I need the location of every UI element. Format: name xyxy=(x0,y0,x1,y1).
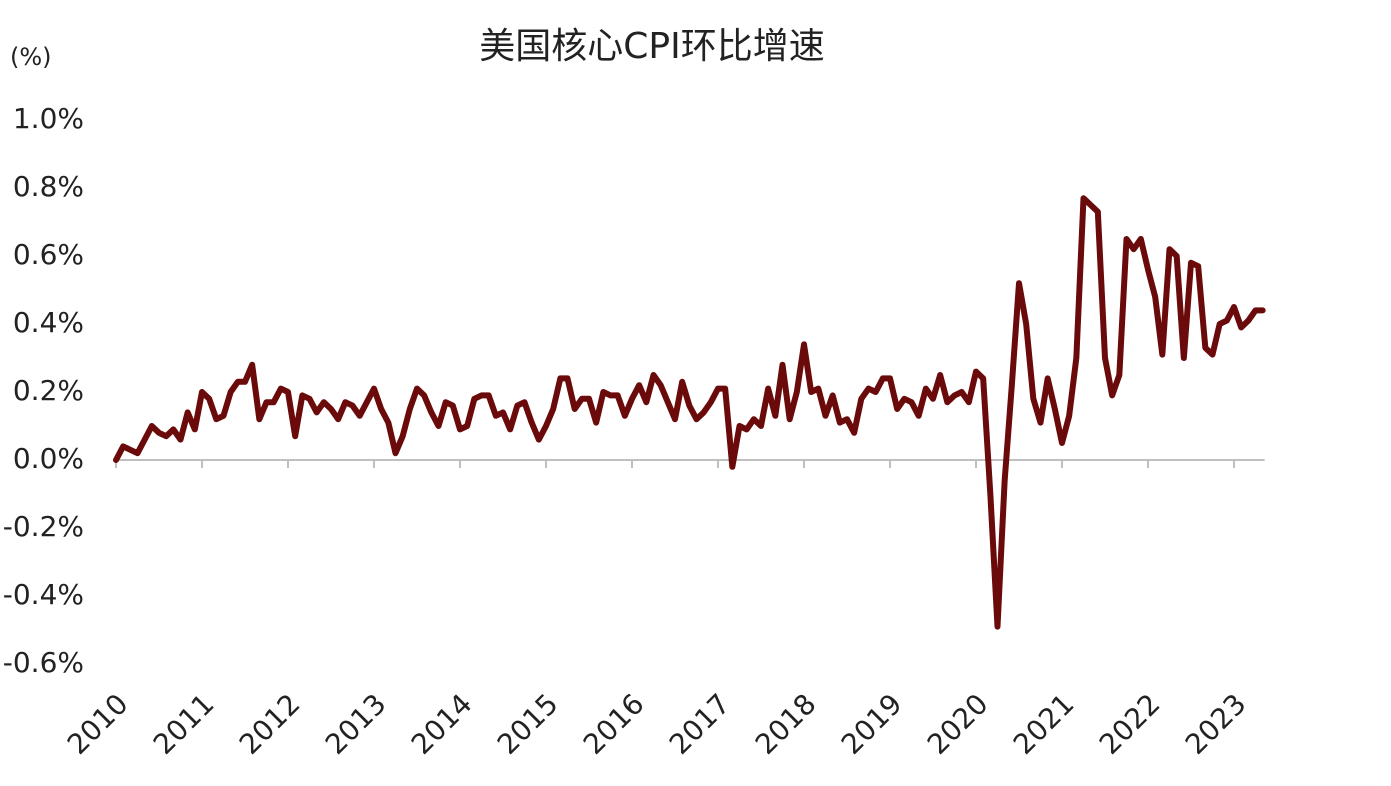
chart-title: 美国核心CPI环比增速 xyxy=(479,26,824,67)
y-axis-label: (%) xyxy=(10,43,52,71)
y-tick-label: 0.0% xyxy=(13,442,84,475)
y-tick-label: -0.4% xyxy=(3,578,84,611)
data-line xyxy=(113,195,1266,630)
y-tick-label: 1.0% xyxy=(13,102,84,135)
y-tick-label: 0.6% xyxy=(13,238,84,271)
y-tick-label: 0.4% xyxy=(13,306,84,339)
y-tick-label: -0.2% xyxy=(3,510,84,543)
y-tick-label: -0.6% xyxy=(3,646,84,679)
y-tick-label: 0.8% xyxy=(13,170,84,203)
y-tick-label: 0.2% xyxy=(13,374,84,407)
